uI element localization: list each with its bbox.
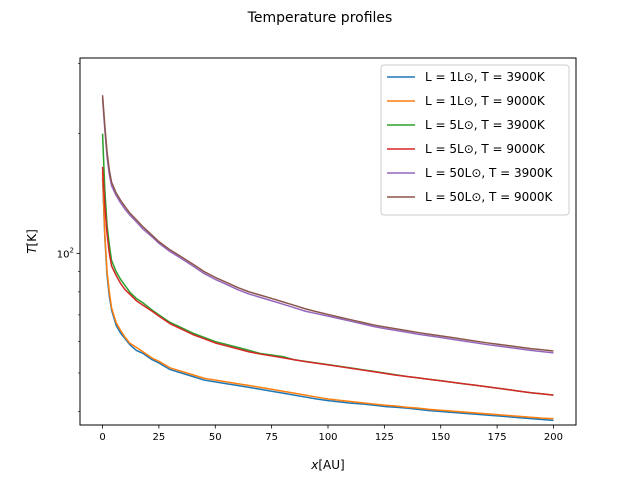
- legend-box: [380, 64, 570, 216]
- series-layer: [101, 95, 554, 422]
- legend: L = 1L⊙, T = 3900K L = 1L⊙, T = 9000K L = …: [380, 64, 570, 216]
- series-line-1: [101, 177, 554, 422]
- x-axis-label-unit: [AU]: [318, 458, 344, 472]
- x-tick-label: 125: [375, 432, 394, 443]
- legend-label-5: L = 50L⊙, T = 3900K: [425, 166, 554, 180]
- x-tick-label: 200: [544, 432, 563, 443]
- series-line-5: [101, 98, 554, 354]
- x-axis-label: x[AU]: [310, 458, 344, 472]
- x-tick-label: 75: [265, 432, 278, 443]
- legend-label-2: L = 1L⊙, T = 9000K: [425, 94, 546, 108]
- chart-title: Temperature profiles: [247, 10, 393, 26]
- series-line-6: [101, 95, 554, 352]
- x-tick-label: 50: [209, 432, 222, 443]
- y-axis-label-unit: [K]: [25, 229, 39, 246]
- x-axis-ticks: 0 25 50 75 100 125 150 175 200: [99, 425, 563, 443]
- y-axis-label-var: T: [25, 245, 39, 254]
- x-tick-label: 100: [318, 432, 337, 443]
- x-tick-label: 150: [431, 432, 450, 443]
- y-tick-label-exponent: 2: [70, 246, 74, 254]
- legend-label-3: L = 5L⊙, T = 3900K: [425, 118, 546, 132]
- y-tick-label-base: 10: [57, 249, 70, 260]
- y-axis-label: T[K]: [25, 229, 39, 254]
- legend-label-4: L = 5L⊙, T = 9000K: [425, 142, 546, 156]
- y-tick-label: 102: [57, 246, 74, 260]
- x-tick-label: 25: [153, 432, 166, 443]
- legend-label-1: L = 1L⊙, T = 3900K: [425, 70, 546, 84]
- series-line-4: [101, 166, 554, 396]
- y-axis-ticks: 102: [57, 63, 80, 412]
- legend-label-6: L = 50L⊙, T = 9000K: [425, 190, 554, 204]
- x-tick-label: 175: [488, 432, 507, 443]
- x-axis-label-var: x: [310, 458, 319, 472]
- x-tick-label: 0: [99, 432, 105, 443]
- series-line-2: [101, 172, 554, 420]
